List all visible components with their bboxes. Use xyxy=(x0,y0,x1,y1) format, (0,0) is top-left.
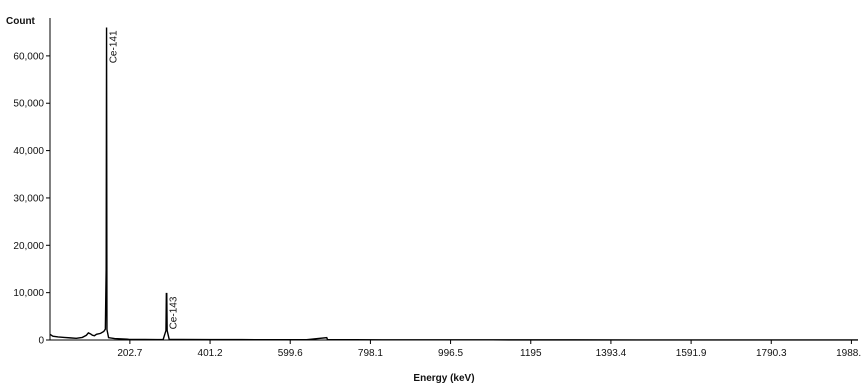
x-tick-label: 798.1 xyxy=(358,348,383,359)
x-axis-title: Energy (keV) xyxy=(413,373,474,383)
plot-area xyxy=(49,27,858,341)
x-tick-label: 401.2 xyxy=(198,348,223,359)
y-tick-label: 50,000 xyxy=(13,99,44,110)
x-tick-label: 599.6 xyxy=(278,348,303,359)
peak-label: Ce-141 xyxy=(109,30,120,63)
y-tick-label: 10,000 xyxy=(13,288,44,299)
x-ticks: 202.7 401.2 599.6 798.1 996.5 1195 1393.4 1591.… xyxy=(117,340,861,359)
y-tick-label: 30,000 xyxy=(13,193,44,204)
y-tick-label: 20,000 xyxy=(13,241,44,252)
y-tick-label: 40,000 xyxy=(13,146,44,157)
y-axis-title: Count xyxy=(6,16,36,27)
y-tick-label: 0 xyxy=(38,336,44,347)
spectrum-line xyxy=(49,27,858,341)
peak-label: Ce-143 xyxy=(168,296,179,329)
x-tick-label: 1393.4 xyxy=(596,348,627,359)
x-tick-label: 996.5 xyxy=(438,348,463,359)
x-tick-label: 202.7 xyxy=(117,348,142,359)
y-ticks: 0 10,000 20,000 30,000 40,000 50,000 60,000 xyxy=(13,51,50,347)
y-tick-label: 60,000 xyxy=(13,51,44,62)
x-tick-label: 1790.3 xyxy=(756,348,787,359)
axes xyxy=(49,18,858,341)
x-tick-label: 1195 xyxy=(520,348,542,359)
annotations: Ce-141 Ce-143 xyxy=(109,30,180,329)
x-tick-label: 1988.7 xyxy=(836,348,861,359)
x-tick-label: 1591.9 xyxy=(676,348,707,359)
